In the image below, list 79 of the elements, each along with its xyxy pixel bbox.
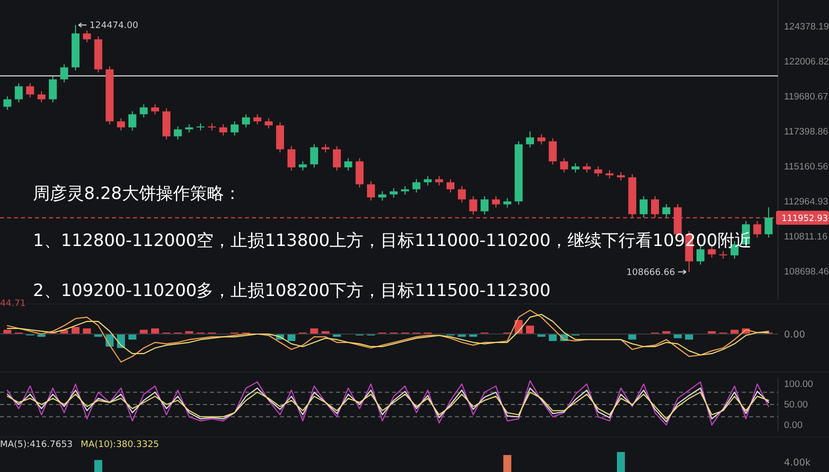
bar xyxy=(287,334,296,341)
candlestick xyxy=(753,220,762,238)
line-series xyxy=(6,380,770,426)
candlestick xyxy=(480,196,489,216)
candlestick xyxy=(151,104,160,115)
candlestick xyxy=(458,186,466,204)
text: MA(10):380.3325 xyxy=(80,440,160,450)
annotation: 108666.66 xyxy=(626,268,676,278)
bar xyxy=(72,327,80,334)
bar xyxy=(310,328,318,334)
candlestick xyxy=(548,138,557,166)
candlestick xyxy=(128,110,136,131)
candlestick xyxy=(537,134,546,145)
candlestick xyxy=(276,122,284,153)
y-tick-label: 100.00 xyxy=(784,379,814,390)
candlestick xyxy=(230,120,239,136)
candlestick xyxy=(344,158,352,172)
candlestick xyxy=(298,160,307,172)
annotation: 44.71 xyxy=(0,299,26,310)
bar xyxy=(628,334,636,340)
candlestick xyxy=(390,188,398,198)
candlestick xyxy=(264,118,273,129)
bar xyxy=(82,328,91,334)
candlestick xyxy=(560,158,568,174)
candlestick xyxy=(287,146,296,172)
y-tick-label: 110811.16 xyxy=(784,231,828,242)
candlestick xyxy=(242,114,250,128)
y-tick-label: 119680.67 xyxy=(784,91,828,102)
candlestick xyxy=(60,64,68,83)
y-tick-label: 108698.46 xyxy=(784,266,829,278)
candlestick xyxy=(696,245,704,266)
candlestick xyxy=(117,118,125,131)
y-tick-label: 0.00 xyxy=(784,420,802,432)
candlestick xyxy=(446,178,454,193)
candlestick xyxy=(526,130,534,148)
candlestick xyxy=(571,162,580,174)
bar xyxy=(151,328,160,334)
candlestick xyxy=(3,96,12,110)
candlestick xyxy=(219,124,228,136)
candlestick xyxy=(48,76,57,103)
candlestick xyxy=(26,82,34,98)
candlestick xyxy=(253,114,262,125)
text: 4.00k xyxy=(784,457,812,468)
ref-line-label: 111952.93 xyxy=(782,214,828,224)
candlestick xyxy=(764,206,773,238)
candlestick xyxy=(582,162,591,174)
y-tick-label: 50.00 xyxy=(784,400,808,411)
text: MA(5):416.7653 xyxy=(0,440,73,450)
candlestick xyxy=(708,245,716,258)
y-tick-label: 112964.93 xyxy=(784,196,828,208)
candlestick xyxy=(412,178,420,193)
y-tick-label: 124378.19 xyxy=(784,21,829,32)
candlestick xyxy=(356,158,364,188)
candlestick xyxy=(82,30,91,43)
candlestick xyxy=(435,176,444,186)
candlestick xyxy=(378,190,386,202)
candlestick xyxy=(174,126,182,140)
candlestick xyxy=(662,204,670,218)
candlestick xyxy=(310,144,318,168)
bar xyxy=(685,334,694,340)
candlestick xyxy=(14,82,23,103)
candlestick xyxy=(332,146,341,172)
candlestick xyxy=(424,176,432,186)
y-tick-label: 115160.56 xyxy=(784,161,828,172)
candlestick xyxy=(594,166,602,178)
y-tick-label: 122006.82 xyxy=(784,56,829,68)
annotation: 周彦灵8.28大饼操作策略： xyxy=(33,184,241,204)
candlestick xyxy=(469,196,478,216)
bar xyxy=(526,326,534,334)
bar xyxy=(128,334,136,340)
candlestick xyxy=(37,90,46,103)
candlestick xyxy=(140,104,148,118)
annotation: 2、109200-110200多，止损108200下方，目标111500-112300 xyxy=(33,280,551,301)
candlestick xyxy=(366,180,375,202)
y-tick-label: 117398.86 xyxy=(784,126,828,138)
candlestick xyxy=(640,196,648,218)
candlestick xyxy=(503,198,512,208)
candlestick xyxy=(492,196,500,208)
annotation: 124474.00 xyxy=(90,21,138,32)
